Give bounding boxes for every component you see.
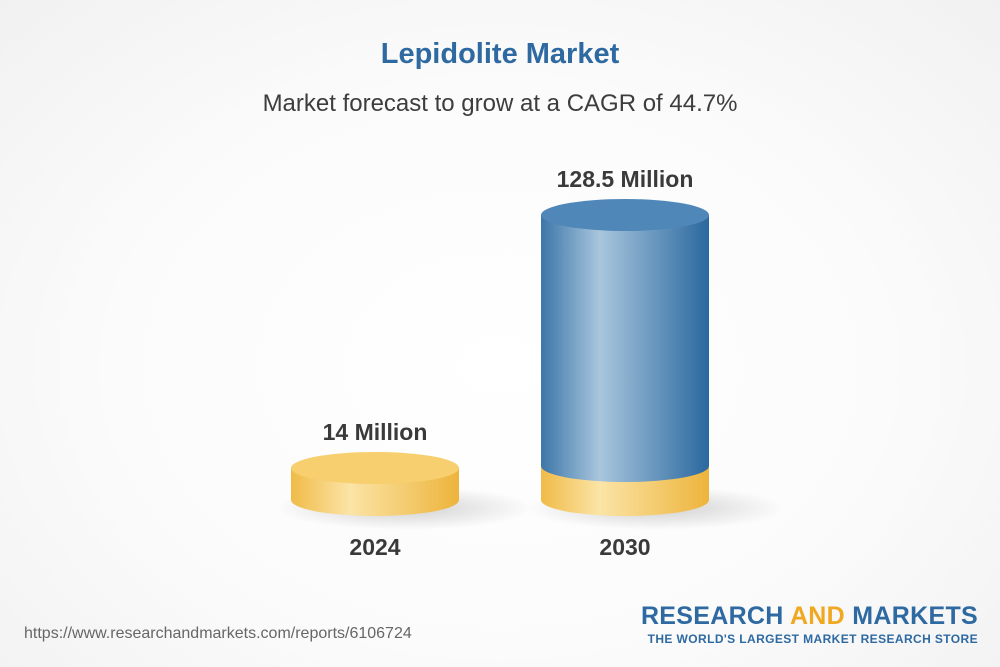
brand-wordmark: RESEARCH AND MARKETS: [641, 602, 978, 631]
brand-logo: RESEARCH AND MARKETS THE WORLD'S LARGEST…: [641, 602, 978, 646]
brand-tagline: THE WORLD'S LARGEST MARKET RESEARCH STOR…: [647, 632, 978, 646]
value-label-2024: 14 Million: [323, 419, 428, 445]
brand-part-research: RESEARCH: [640, 602, 790, 630]
brand-part-markets: MARKETS: [845, 602, 978, 630]
brand-part-and: AND: [789, 602, 846, 630]
category-label-2030: 2030: [599, 534, 650, 560]
value-label-2030: 128.5 Million: [557, 166, 694, 192]
chart-subtitle: Market forecast to grow at a CAGR of 44.…: [262, 90, 738, 117]
category-label-2024: 2024: [349, 534, 400, 560]
bar-top-2030: [541, 199, 709, 231]
chart-title: Lepidolite Market: [380, 38, 620, 70]
bar-top-2024: [291, 452, 459, 484]
bar-body-2030: [541, 215, 709, 482]
source-url[interactable]: https://www.researchandmarkets.com/repor…: [24, 625, 412, 642]
